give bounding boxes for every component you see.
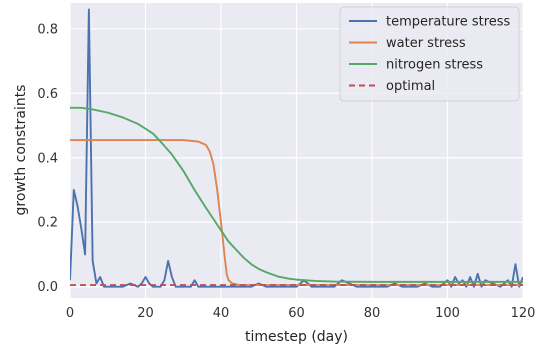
x-tick-labels: 0 20 40 60 80 100 120: [66, 306, 536, 321]
y-tick-label: 0.4: [37, 151, 58, 166]
legend-label: optimal: [386, 79, 435, 94]
legend-label: temperature stress: [386, 15, 511, 30]
y-tick-label: 0.8: [37, 22, 58, 37]
legend: temperature stress water stress nitrogen s…: [339, 6, 520, 102]
y-tick-label: 0.6: [37, 87, 58, 102]
x-tick-label: 20: [137, 306, 154, 321]
x-tick-label: 40: [213, 306, 230, 321]
legend-box: [339, 6, 520, 102]
x-tick-label: 60: [288, 306, 305, 321]
y-tick-label: 0.2: [37, 216, 58, 231]
x-tick-label: 80: [364, 306, 381, 321]
series-line-temperature-stress: [70, 8, 523, 288]
series-layer: [70, 8, 523, 288]
series-line-nitrogen-stress: [70, 106, 523, 283]
y-axis-label: growth constraints: [13, 85, 29, 216]
x-tick-label: 0: [66, 306, 74, 321]
x-axis-label: timestep (day): [245, 329, 348, 345]
legend-label: nitrogen stress: [386, 58, 483, 73]
y-tick-label: 0.0: [37, 280, 58, 295]
legend-label: water stress: [386, 36, 466, 51]
y-tick-labels: 0.0 0.2 0.4 0.6 0.8: [37, 22, 58, 295]
x-tick-label: 120: [511, 306, 536, 321]
x-tick-label: 100: [435, 306, 460, 321]
